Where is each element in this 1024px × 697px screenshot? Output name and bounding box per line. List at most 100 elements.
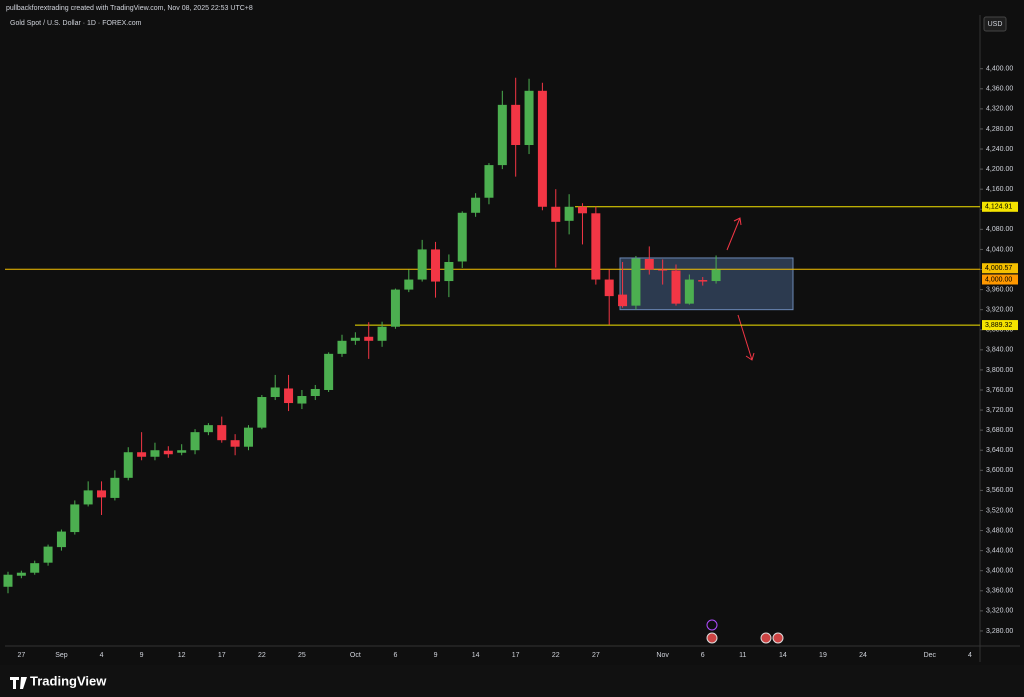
candle-body — [431, 249, 441, 282]
candle-body — [30, 563, 40, 573]
candle-body — [364, 336, 374, 341]
candle-body — [243, 427, 253, 447]
x-tick-label: 17 — [218, 652, 226, 659]
x-tick-label: 14 — [472, 652, 480, 659]
price-tag — [982, 320, 1018, 331]
y-tick-label: 3,920.00 — [986, 307, 1013, 314]
candle-body — [337, 340, 347, 354]
candle-body — [390, 289, 400, 327]
x-tick-label: 12 — [178, 652, 186, 659]
price-tag-label: 4,000.00 — [985, 276, 1012, 283]
candle-body — [123, 452, 133, 478]
arrow-down — [737, 314, 755, 361]
x-tick-label: Oct — [350, 652, 361, 659]
candle-body — [56, 531, 66, 548]
y-tick-label: 3,840.00 — [986, 347, 1013, 354]
x-tick-label: 4 — [100, 652, 104, 659]
candle-body — [177, 450, 187, 453]
candle-body — [551, 206, 561, 222]
event-icon[interactable] — [760, 632, 772, 644]
logo-icon — [10, 677, 27, 689]
x-tick-label: 4 — [968, 652, 972, 659]
candle-body — [631, 258, 641, 306]
currency-box[interactable] — [983, 16, 1007, 32]
x-tick-label: 9 — [140, 652, 144, 659]
y-tick-label: 4,240.00 — [986, 146, 1013, 153]
candle-body — [217, 425, 227, 441]
candle-body — [457, 212, 467, 262]
candle-body — [417, 249, 427, 280]
candle-body — [270, 387, 280, 398]
candle-body — [671, 270, 681, 304]
price-tag-label: 4,000.57 — [985, 265, 1012, 272]
event-icon[interactable] — [706, 619, 718, 631]
candle-body — [83, 490, 93, 505]
arrow-up — [726, 217, 742, 251]
event-icon[interactable] — [772, 632, 784, 644]
x-tick-label: 11 — [739, 652, 746, 659]
x-tick-label: 27 — [592, 652, 600, 659]
candle-body — [591, 213, 601, 280]
price-tag-label: 3,889.32 — [985, 322, 1012, 329]
price-tag — [982, 274, 1018, 285]
candle-body — [16, 572, 26, 576]
y-tick-label: 3,560.00 — [986, 487, 1013, 494]
y-tick-label: 4,200.00 — [986, 166, 1013, 173]
y-tick-label: 4,400.00 — [986, 66, 1013, 73]
x-tick-label: 14 — [779, 652, 787, 659]
candle-body — [137, 452, 147, 457]
candle-body — [684, 279, 694, 304]
chart-title: Gold Spot / U.S. Dollar · 1D · FOREX.com — [10, 20, 142, 27]
candle-body — [564, 206, 574, 221]
x-tick-label: 24 — [859, 652, 867, 659]
y-tick-label: 4,080.00 — [986, 226, 1013, 233]
y-tick-label: 3,720.00 — [986, 407, 1013, 414]
candle-body — [377, 326, 387, 341]
y-tick-label: 4,160.00 — [986, 186, 1013, 193]
x-tick-label: 22 — [258, 652, 266, 659]
x-tick-label: 6 — [393, 652, 397, 659]
candle-body — [484, 165, 494, 198]
candle-body — [444, 261, 454, 282]
x-tick-label: 22 — [552, 652, 560, 659]
candle-body — [257, 397, 267, 428]
brand: TradingView — [30, 673, 107, 688]
candle-body — [3, 574, 13, 587]
y-tick-label: 3,800.00 — [986, 367, 1013, 374]
caption: pullbackforextrading created with Tradin… — [6, 5, 253, 12]
candle-body — [70, 504, 80, 533]
candle-body — [150, 450, 160, 457]
y-tick-label: 4,040.00 — [986, 246, 1013, 253]
y-tick-label: 3,600.00 — [986, 467, 1013, 474]
y-tick-label: 3,320.00 — [986, 608, 1013, 615]
candle-body — [524, 90, 534, 146]
event-icon[interactable] — [706, 632, 718, 644]
candle-body — [604, 279, 614, 297]
x-tick-label: Dec — [924, 652, 937, 659]
x-tick-label: Sep — [55, 652, 68, 659]
candle-body — [497, 104, 507, 166]
candle-body — [110, 477, 120, 498]
candle-body — [97, 490, 107, 498]
candle-body — [658, 269, 668, 271]
candle-body — [511, 104, 521, 146]
price-tag — [982, 201, 1018, 212]
y-tick-label: 3,640.00 — [986, 447, 1013, 454]
y-tick-label: 3,760.00 — [986, 387, 1013, 394]
y-tick-label: 3,880.00 — [986, 327, 1013, 334]
y-tick-label: 3,360.00 — [986, 588, 1013, 595]
candle-body — [43, 546, 53, 563]
candle-body — [324, 353, 334, 390]
candle-body — [577, 206, 587, 214]
candle-body — [310, 388, 320, 397]
candle-body — [698, 280, 708, 282]
y-tick-label: 3,520.00 — [986, 507, 1013, 514]
x-tick-label: 17 — [512, 652, 520, 659]
currency: USD — [988, 21, 1003, 28]
candle-body — [350, 337, 360, 341]
y-tick-label: 4,360.00 — [986, 86, 1013, 93]
y-tick-label: 3,400.00 — [986, 568, 1013, 575]
y-tick-label: 3,440.00 — [986, 547, 1013, 554]
y-tick-label: 4,280.00 — [986, 126, 1013, 133]
